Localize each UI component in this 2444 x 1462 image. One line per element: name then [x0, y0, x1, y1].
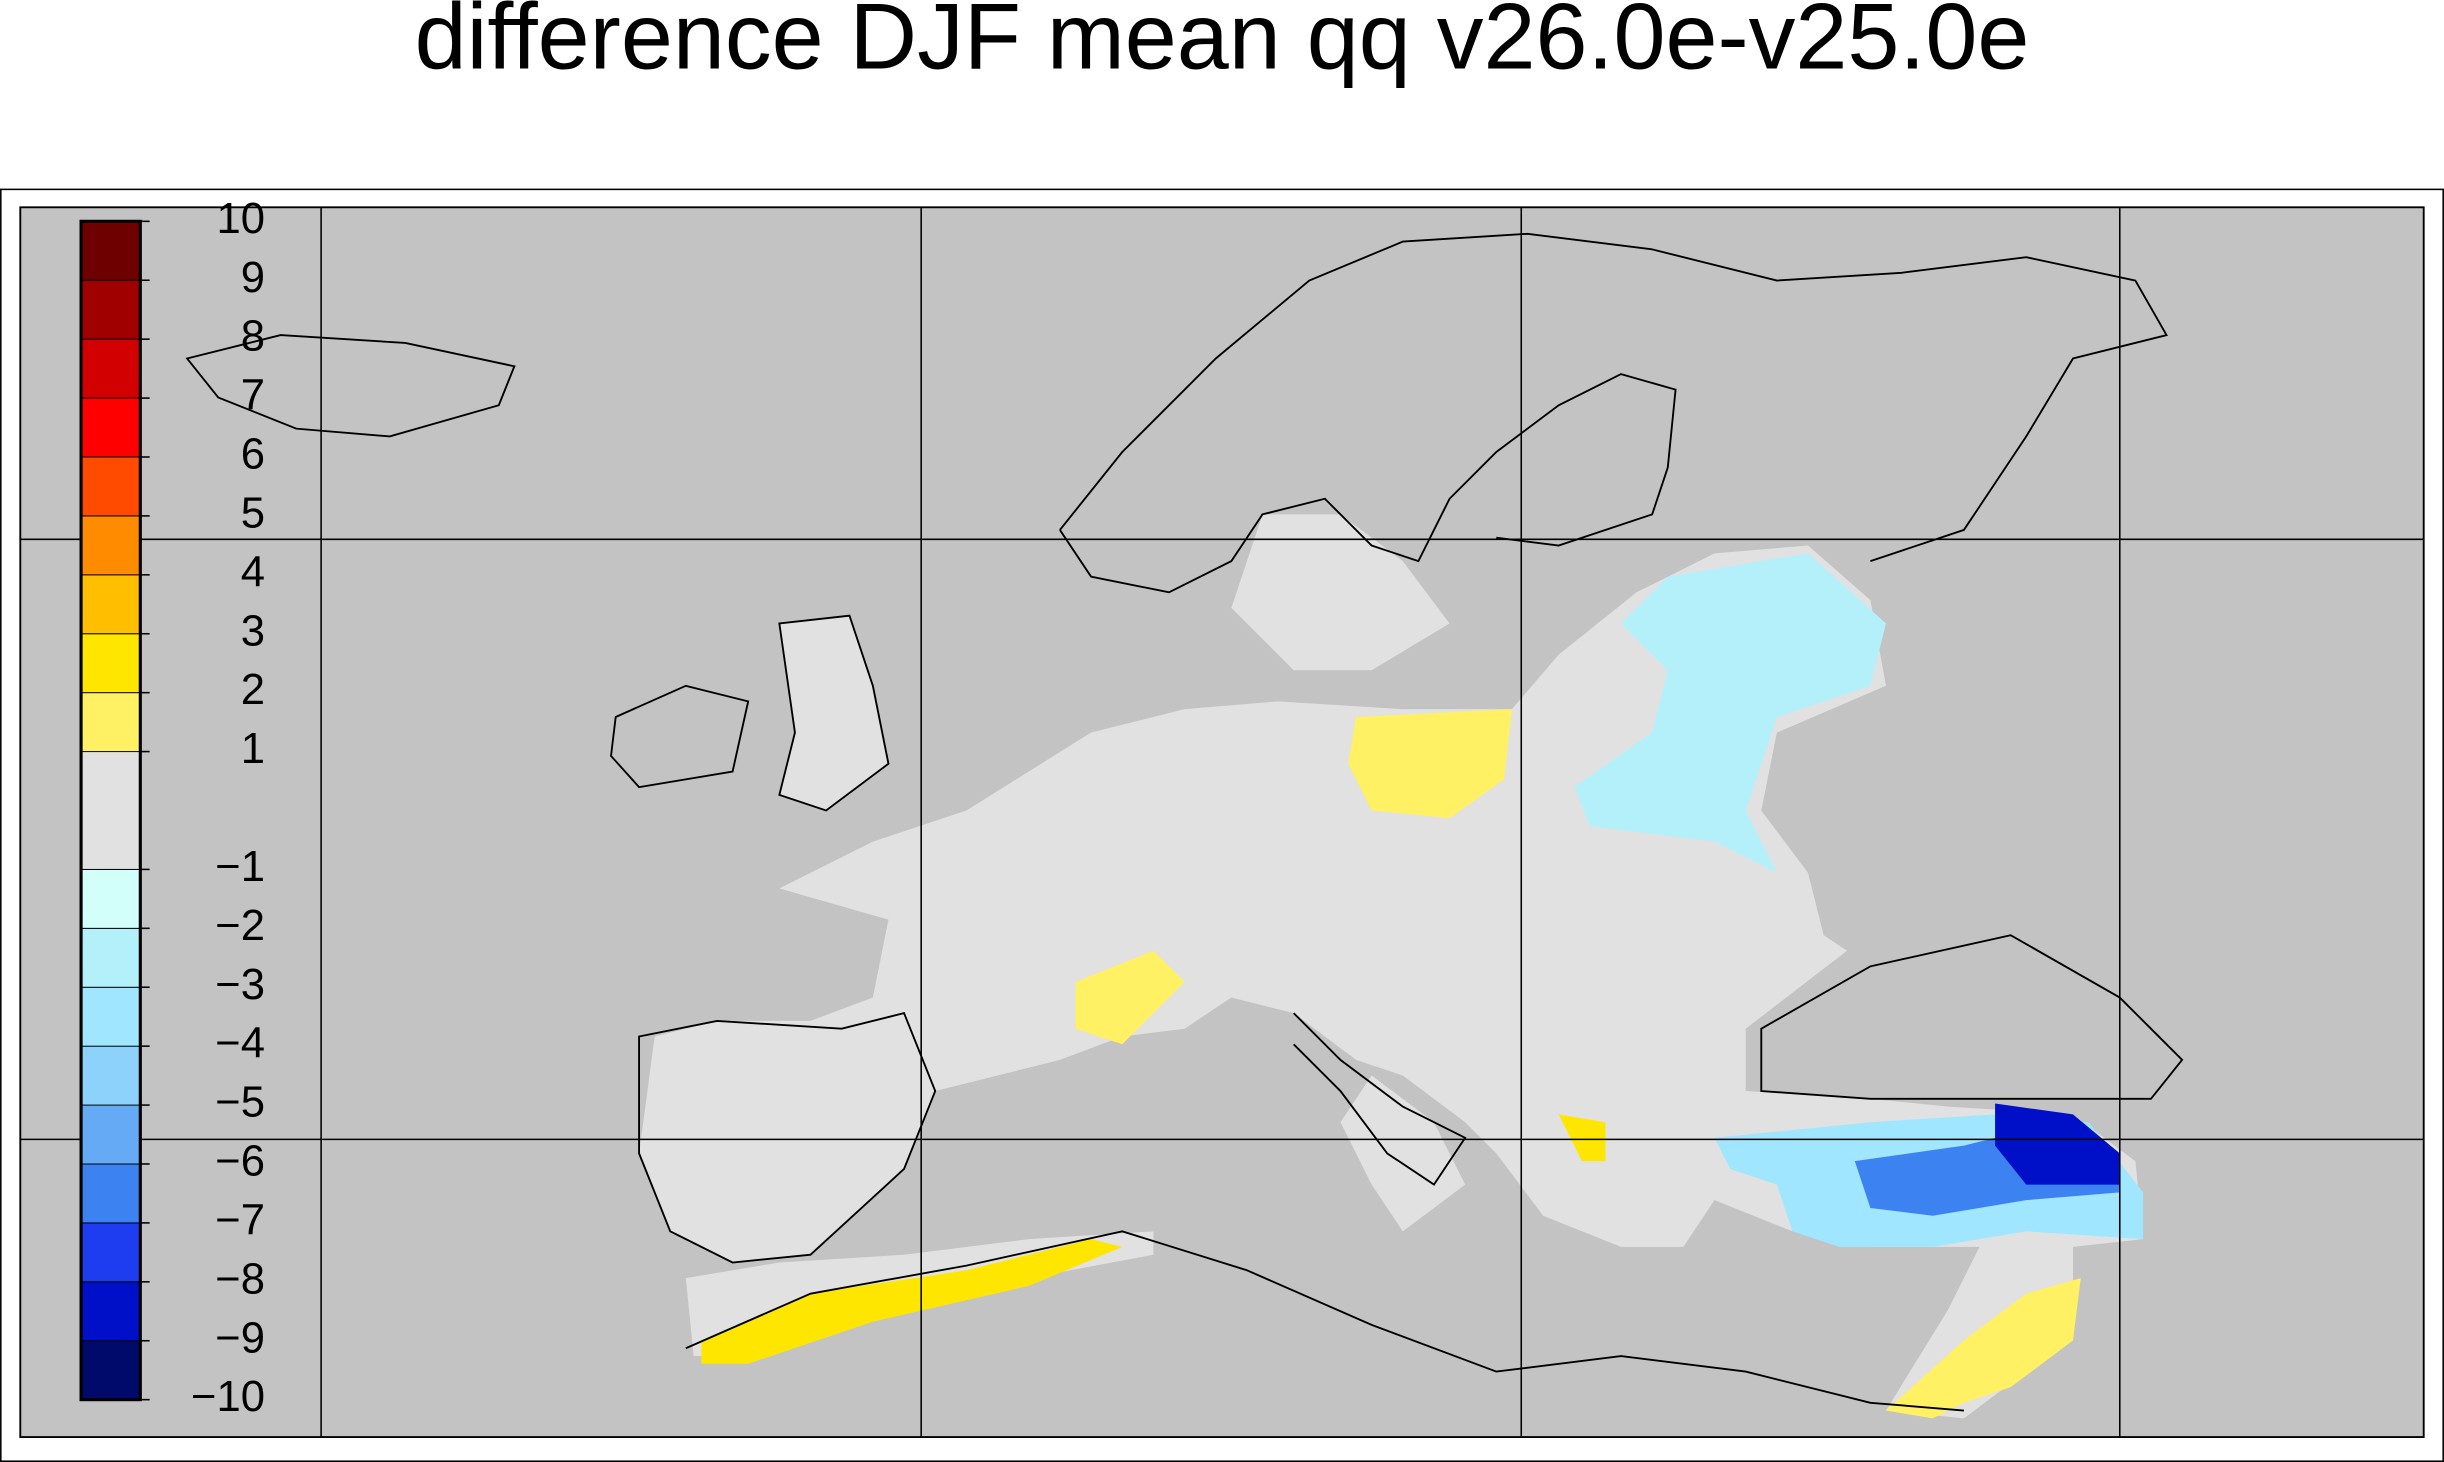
colorbar-tick-label: 3 — [241, 606, 265, 655]
colorbar-tick-label: 7 — [241, 371, 265, 420]
coastline — [1059, 373, 1677, 594]
colorbar-band — [80, 1045, 141, 1106]
map-title: difference DJF mean qq v26.0e-v25.0e — [415, 0, 2030, 88]
colorbar-band — [80, 868, 141, 929]
colorbar: −10 −9 −8 −7 −6 −5 −4 −3 −2 −1 1 2 3 4 5 6 7 8 9 10 — [79, 194, 265, 1421]
colorbar-tick-label: −7 — [215, 1195, 265, 1244]
colorbar-tick-label: 9 — [241, 253, 265, 302]
colorbar-band — [80, 515, 141, 576]
colorbar-band — [80, 1104, 141, 1165]
patch-positive — [1075, 950, 1185, 1045]
coastline — [610, 684, 750, 789]
coastline — [638, 1012, 937, 1264]
colorbar-tick-label: 5 — [241, 488, 265, 537]
coastline — [1059, 232, 2168, 562]
patch-positive — [1348, 709, 1512, 819]
colorbar-band — [80, 1340, 141, 1401]
colorbar-band — [80, 751, 141, 870]
colorbar-tick-label: 2 — [241, 665, 265, 714]
colorbar-tick-label: 6 — [241, 430, 265, 479]
coastline — [1760, 934, 2184, 1100]
colorbar-tick-label: −5 — [215, 1078, 265, 1127]
colorbar-band — [80, 279, 141, 340]
colorbar-band — [80, 397, 141, 458]
coastline — [185, 334, 516, 438]
colorbar-band — [80, 692, 141, 753]
patch-negative — [1574, 553, 1886, 873]
coastline — [685, 1230, 1964, 1412]
land — [779, 615, 889, 811]
colorbar-tick-label: −8 — [215, 1254, 265, 1303]
land — [1231, 514, 1450, 671]
colorbar-band — [80, 220, 141, 281]
colorbar-band — [80, 456, 141, 517]
patch-positive — [1885, 1278, 2081, 1419]
map — [19, 206, 2425, 1438]
colorbar-band — [80, 927, 141, 988]
colorbar-tick-label: 10 — [216, 194, 265, 243]
colorbar-band — [80, 986, 141, 1047]
colorbar-band — [80, 633, 141, 694]
colorbar-tick-label: −1 — [215, 842, 265, 891]
colorbar-tick-label: −9 — [215, 1313, 265, 1362]
map-frame — [19, 206, 2425, 1438]
colorbar-frame — [79, 219, 142, 1402]
coastline — [1293, 1012, 1467, 1186]
patch-positive — [701, 1239, 1123, 1364]
patch-positive — [1558, 1114, 1606, 1162]
colorbar-band — [80, 338, 141, 399]
colorbar-tick-label: 4 — [241, 547, 265, 596]
colorbar-tick-label: −4 — [215, 1019, 265, 1068]
colorbar-band — [80, 1163, 141, 1224]
land — [1340, 1075, 1466, 1232]
coastline — [778, 614, 890, 812]
patch-negative — [1995, 1103, 2120, 1185]
colorbar-tick-label: −2 — [215, 901, 265, 950]
outer-frame — [0, 188, 2444, 1462]
colorbar-band — [80, 574, 141, 635]
colorbar-band — [80, 1281, 141, 1342]
colorbar-tick-label: −3 — [215, 960, 265, 1009]
colorbar-tick-label: 8 — [241, 312, 265, 361]
colorbar-tick-label: −10 — [191, 1372, 265, 1421]
colorbar-band — [80, 1222, 141, 1283]
land — [639, 545, 2144, 1419]
colorbar-tick-label: −6 — [215, 1137, 265, 1186]
graticule — [20, 207, 2424, 1438]
colorbar-tick-label: 1 — [241, 724, 265, 773]
